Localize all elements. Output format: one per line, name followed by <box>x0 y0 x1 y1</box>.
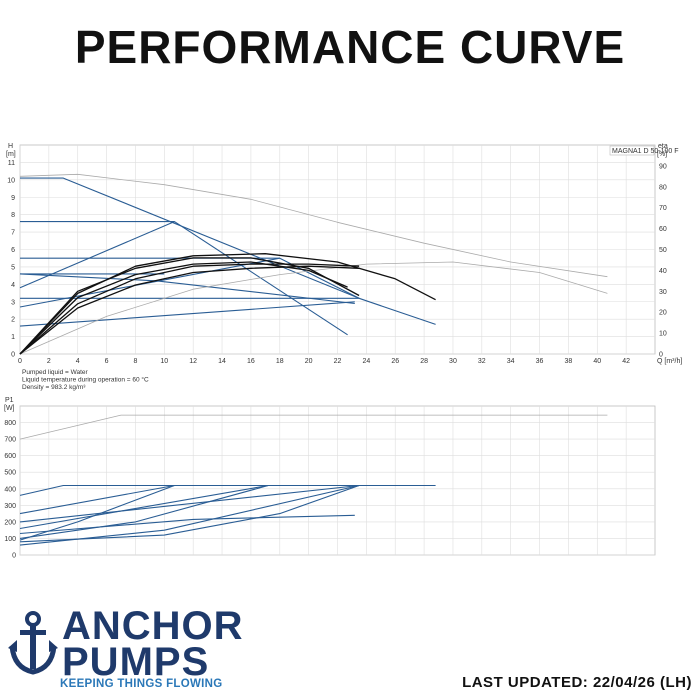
chart1-series-eta-max <box>19 173 608 278</box>
chart1-series-eta-black-5 <box>19 265 360 355</box>
chart1-y2-tick-label: 80 <box>659 184 667 191</box>
chart1-x-tick-label: 28 <box>420 358 428 365</box>
chart1-x-tick-label: 6 <box>105 358 109 365</box>
chart1-series-eta-low <box>19 261 608 355</box>
chart1-x-tick-label: 24 <box>362 358 370 365</box>
chart2-series-p1-max <box>19 484 436 496</box>
chart1-y2-unit: [%] <box>657 151 667 158</box>
chart2-y-unit: [W] <box>4 405 15 412</box>
chart2-y-tick-label: 0 <box>12 553 16 560</box>
chart2-series-p1-d <box>19 484 269 539</box>
chart1-y2-tick-label: 50 <box>659 247 667 254</box>
chart1-x-tick-label: 2 <box>47 358 51 365</box>
chart1-x-label: Q [m³/h] <box>657 358 682 365</box>
chart2-y-tick-label: 400 <box>4 486 16 493</box>
chart2-series-p1-grey <box>19 414 608 440</box>
chart1-y-tick-label: 0 <box>11 352 15 359</box>
chart1-y-tick-label: 5 <box>11 264 15 271</box>
chart1-note: Liquid temperature during operation = 60… <box>22 376 149 384</box>
chart1-y-tick-label: 11 <box>8 160 15 167</box>
chart1-y2-tick-label: 30 <box>659 289 667 296</box>
chart2-y-tick-label: 600 <box>4 453 16 460</box>
chart1-series-proportional-low <box>19 301 355 327</box>
anchor-pumps-logo: ANCHOR PUMPS KEEPING THINGS FLOWING <box>8 606 248 696</box>
chart1-y-tick-label: 6 <box>11 247 15 254</box>
chart1-x-tick-label: 26 <box>391 358 399 365</box>
chart1-x-tick-label: 30 <box>449 358 457 365</box>
chart2-series-p1-f <box>19 484 360 543</box>
chart1-x-tick-label: 8 <box>134 358 138 365</box>
chart1-note: Density = 983.2 kg/m³ <box>22 384 86 391</box>
page-title: PERFORMANCE CURVE <box>74 21 626 73</box>
chart1-x-tick-label: 10 <box>160 358 168 365</box>
chart1-y2-tick-label: 40 <box>659 268 667 275</box>
last-updated-label: LAST UPDATED: 22/04/26 (LH) <box>462 674 692 691</box>
chart1-y-tick-label: 7 <box>11 230 15 237</box>
chart1-series-max-speed <box>20 177 436 325</box>
logo-line-2: PUMPS <box>62 640 210 684</box>
chart1-y2-tick-label: 70 <box>659 205 667 212</box>
chart1-y-tick-label: 8 <box>11 212 15 219</box>
chart1-x-tick-label: 22 <box>334 358 342 365</box>
chart2-y-tick-label: 300 <box>4 503 16 510</box>
chart1-x-tick-label: 34 <box>507 358 515 365</box>
chart1-y-unit: [m] <box>6 151 16 158</box>
chart1-x-tick-label: 36 <box>536 358 544 365</box>
chart2-y-tick-label: 700 <box>4 437 16 444</box>
chart1-y2-tick-label: 20 <box>659 310 667 317</box>
chart1-y-label: H <box>8 143 13 150</box>
chart2-series-p1-g <box>19 484 360 546</box>
chart2-series-p1-e <box>19 484 360 523</box>
chart2-y-tick-label: 800 <box>4 420 16 427</box>
anchor-icon <box>8 611 58 675</box>
chart1-y-tick-label: 9 <box>11 195 15 202</box>
chart2-series-p1-h <box>19 514 355 535</box>
chart1-x-tick-label: 20 <box>305 358 313 365</box>
chart1-legend-label: MAGNA1 D 50-100 F <box>612 148 679 155</box>
chart1-y-tick-label: 2 <box>11 317 15 324</box>
chart1-x-tick-label: 38 <box>565 358 573 365</box>
chart1-y-tick-label: 1 <box>11 334 15 341</box>
chart1-note: Pumped liquid = Water <box>22 369 89 376</box>
chart1-legend-box <box>609 145 655 156</box>
chart1-y2-label: eta <box>658 143 668 150</box>
chart1-y2-tick-label: 90 <box>659 163 667 170</box>
chart1-x-tick-label: 16 <box>247 358 255 365</box>
chart1-y2-tick-label: 0 <box>659 352 663 359</box>
chart2-y-label: P1 <box>5 397 14 404</box>
logo-line-1: ANCHOR <box>62 604 244 648</box>
chart1-y2-tick-label: 10 <box>659 331 667 338</box>
chart1-series-eta-black-4 <box>19 263 360 355</box>
chart1-x-tick-label: 4 <box>76 358 80 365</box>
chart1-x-tick-label: 14 <box>218 358 226 365</box>
chart1-x-tick-label: 18 <box>276 358 284 365</box>
chart1-x-tick-label: 42 <box>622 358 630 365</box>
chart2-y-tick-label: 100 <box>4 536 16 543</box>
chart1-series-eta-black-1 <box>19 253 436 355</box>
chart1-y-tick-label: 4 <box>11 282 15 289</box>
chart2-y-tick-label: 500 <box>4 470 16 477</box>
chart2-y-tick-label: 200 <box>4 519 16 526</box>
chart1-y2-tick-label: 60 <box>659 226 667 233</box>
chart1-series-eta-black-2 <box>19 257 360 355</box>
chart1-x-tick-label: 12 <box>189 358 197 365</box>
power-chart: 0 100 200 300 400 500 600 700 800 P1[W] <box>4 397 656 560</box>
chart1-series-eta-black-3 <box>19 261 348 355</box>
head-efficiency-chart: 0 2 4 6 8 10 12 14 16 18 20 22 24 26 28 30 32 34 36 38 40 420… <box>6 143 682 391</box>
chart1-y-tick-label: 3 <box>11 299 15 306</box>
chart2-series-p1-c <box>19 484 269 530</box>
chart1-x-tick-label: 40 <box>593 358 601 365</box>
chart2-series-p1-b <box>19 484 175 541</box>
chart2-series-p1-a <box>19 484 175 515</box>
logo-tagline: KEEPING THINGS FLOWING <box>60 678 223 690</box>
chart1-x-tick-label: 32 <box>478 358 486 365</box>
chart1-x-tick-label: 0 <box>18 358 22 365</box>
chart1-y-tick-label: 10 <box>7 177 15 184</box>
